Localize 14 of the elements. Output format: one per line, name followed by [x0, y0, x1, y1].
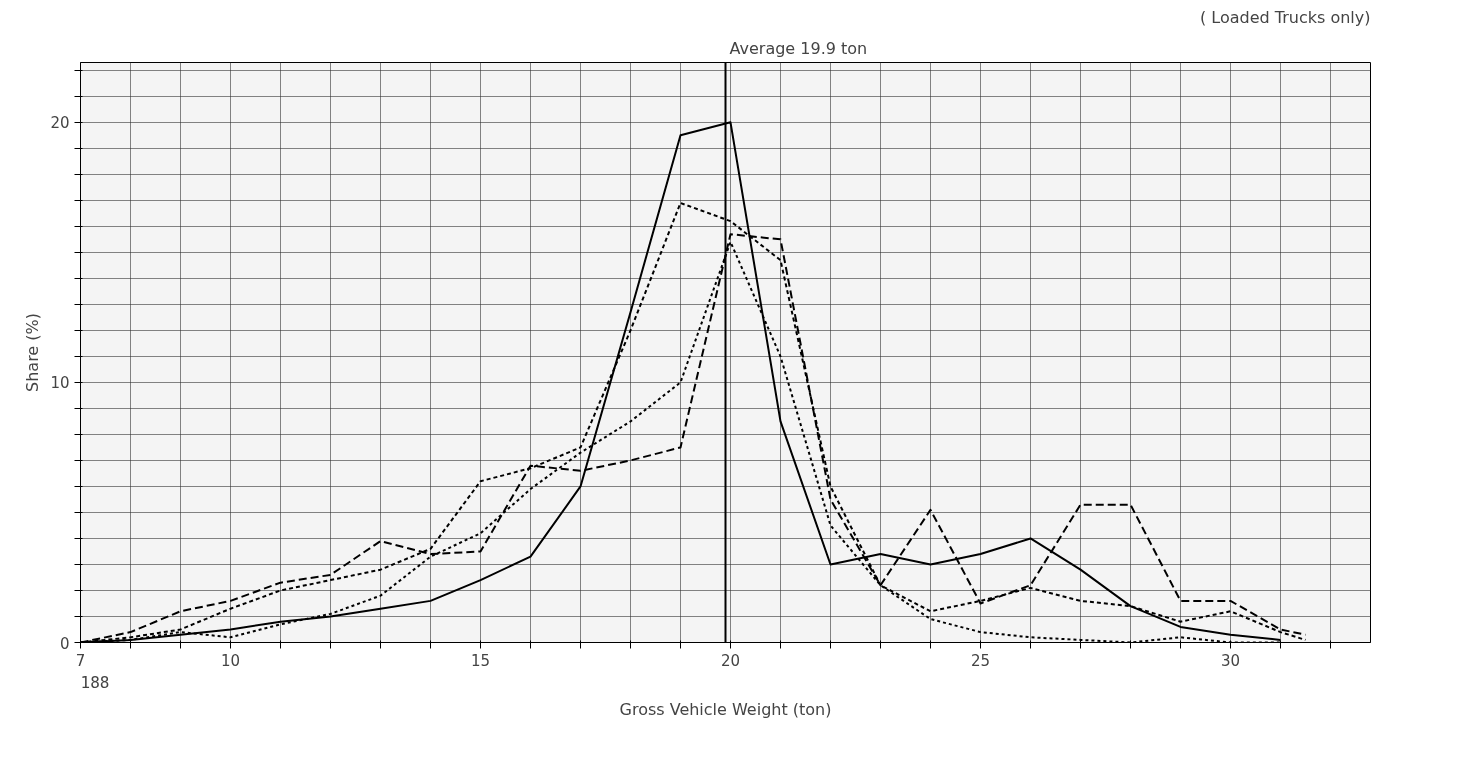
x-tick-label: 10: [220, 651, 241, 670]
y-tick-label: 20: [50, 114, 70, 133]
text: ( Loaded Trucks only): [1199, 7, 1371, 27]
ref-line-label: Average 19.9 ton: [729, 38, 868, 58]
x-axis-title: Gross Vehicle Weight (ton): [619, 699, 832, 719]
x-tick-label: 30: [1220, 651, 1241, 670]
x-tick-label: 20: [720, 651, 741, 670]
x-tick-label: 7: [75, 651, 86, 670]
x-tick-label: 15: [470, 651, 491, 670]
y-tick-label: 10: [50, 374, 70, 393]
y-tick-label: 0: [59, 634, 70, 653]
text: 188: [80, 672, 110, 692]
x-tick-label: 25: [970, 651, 991, 670]
y-axis-title: Share (%): [23, 313, 43, 392]
